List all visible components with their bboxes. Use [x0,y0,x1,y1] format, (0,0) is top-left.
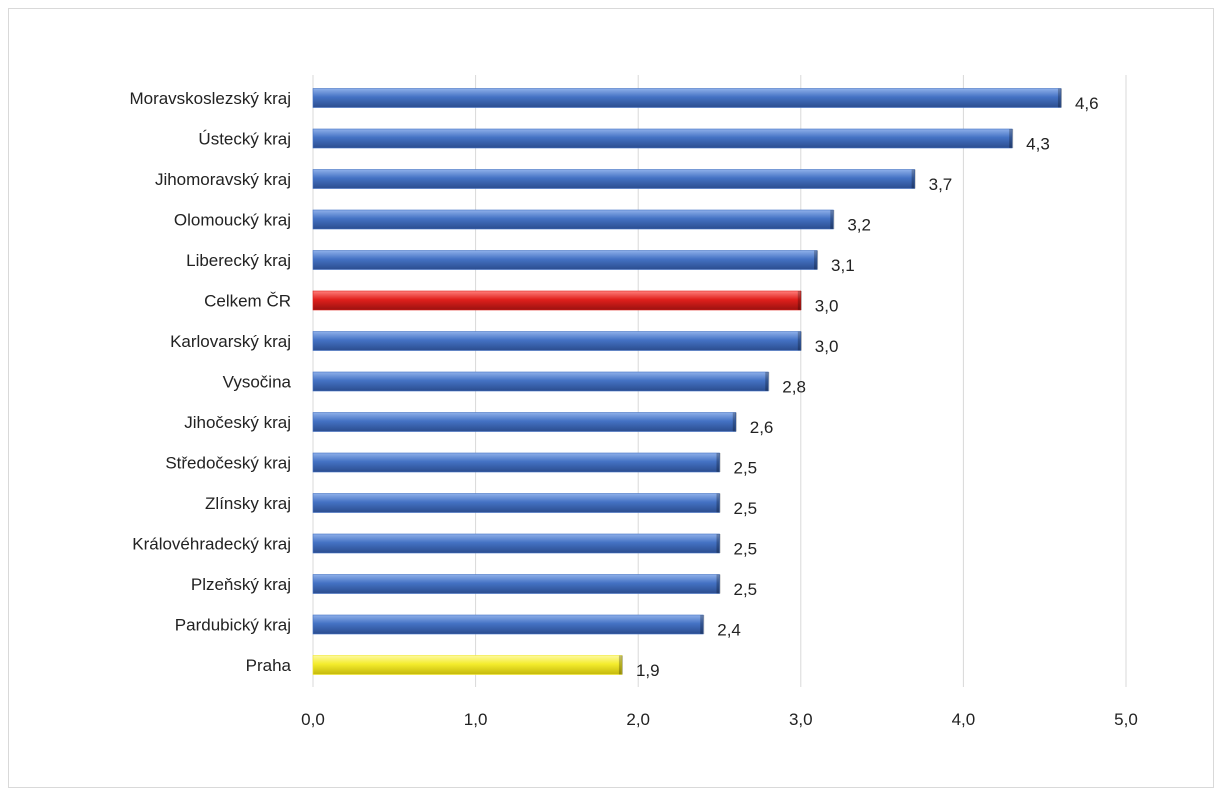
category-label: Jihomoravský kraj [155,170,291,189]
x-tick-label: 2,0 [626,710,650,729]
data-label: 3,2 [847,216,871,235]
bar [313,210,833,229]
bar [313,170,915,189]
data-label: 2,5 [734,499,758,518]
bar [313,291,801,310]
bar-edge [798,291,802,310]
x-tick-label: 3,0 [789,710,813,729]
category-label: Plzeňský kraj [191,575,291,594]
x-tick-label: 4,0 [952,710,976,729]
category-label: Vysočina [223,373,292,392]
category-label: Pardubický kraj [175,616,291,635]
bar [313,372,768,391]
bar [313,251,817,270]
data-label: 2,5 [734,580,758,599]
category-label: Praha [246,656,292,675]
x-tick-label: 0,0 [301,710,325,729]
bar [313,656,622,675]
bar [313,129,1012,148]
bar [313,615,703,634]
data-label: 1,9 [636,661,660,680]
bar-edge [830,210,834,229]
data-label: 2,8 [782,378,806,397]
bar-edge [1009,129,1013,148]
data-label: 2,6 [750,418,774,437]
chart-frame: 4,6 4,3 3,7 3,2 3,1 3,0 3,0 2,8 2,6 2,5 2,5 2,5 2,5 2… [8,8,1214,788]
category-label: Karlovarský kraj [170,332,291,351]
bar-edge [700,615,704,634]
bar [313,534,720,553]
bar [313,413,736,432]
x-tick-label: 1,0 [464,710,488,729]
bar-edge [733,413,737,432]
data-label: 3,0 [815,337,839,356]
bar-edge [717,534,721,553]
data-label: 4,3 [1026,135,1050,154]
data-label: 4,6 [1075,94,1099,113]
data-label: 3,1 [831,256,855,275]
data-label: 2,5 [734,459,758,478]
category-label: Liberecký kraj [186,251,291,270]
category-label: Moravskoslezský kraj [129,89,291,108]
category-label: Celkem ČR [204,292,291,311]
bar [313,494,720,513]
category-labels: Moravskoslezský kraj Ústecký kraj Jihomora… [129,89,291,675]
bar-edge [814,251,818,270]
bar-edge [717,494,721,513]
bar [313,332,801,351]
bar-edge [798,332,802,351]
category-label: Olomoucký kraj [174,211,291,230]
bar-edge [717,453,721,472]
bar-edge [619,656,623,675]
category-label: Zlínsky kraj [205,494,291,513]
data-label: 3,7 [929,175,953,194]
bar [313,89,1061,108]
x-tick-label: 5,0 [1114,710,1138,729]
bar-edge [1058,89,1062,108]
bar-chart: 4,6 4,3 3,7 3,2 3,1 3,0 3,0 2,8 2,6 2,5 2,5 2,5 2,5 2… [9,9,1215,789]
bar-edge [765,372,769,391]
data-label: 2,4 [717,621,741,640]
bar [313,453,720,472]
data-label: 2,5 [734,540,758,559]
category-label: Královéhradecký kraj [132,535,291,554]
category-label: Středočeský kraj [165,454,291,473]
category-label: Jihočeský kraj [184,413,291,432]
data-label: 3,0 [815,297,839,316]
bar [313,575,720,594]
bar-edge [717,575,721,594]
x-axis-ticks: 0,0 1,0 2,0 3,0 4,0 5,0 [301,710,1138,729]
category-label: Ústecký kraj [198,130,291,149]
bar-edge [912,170,916,189]
